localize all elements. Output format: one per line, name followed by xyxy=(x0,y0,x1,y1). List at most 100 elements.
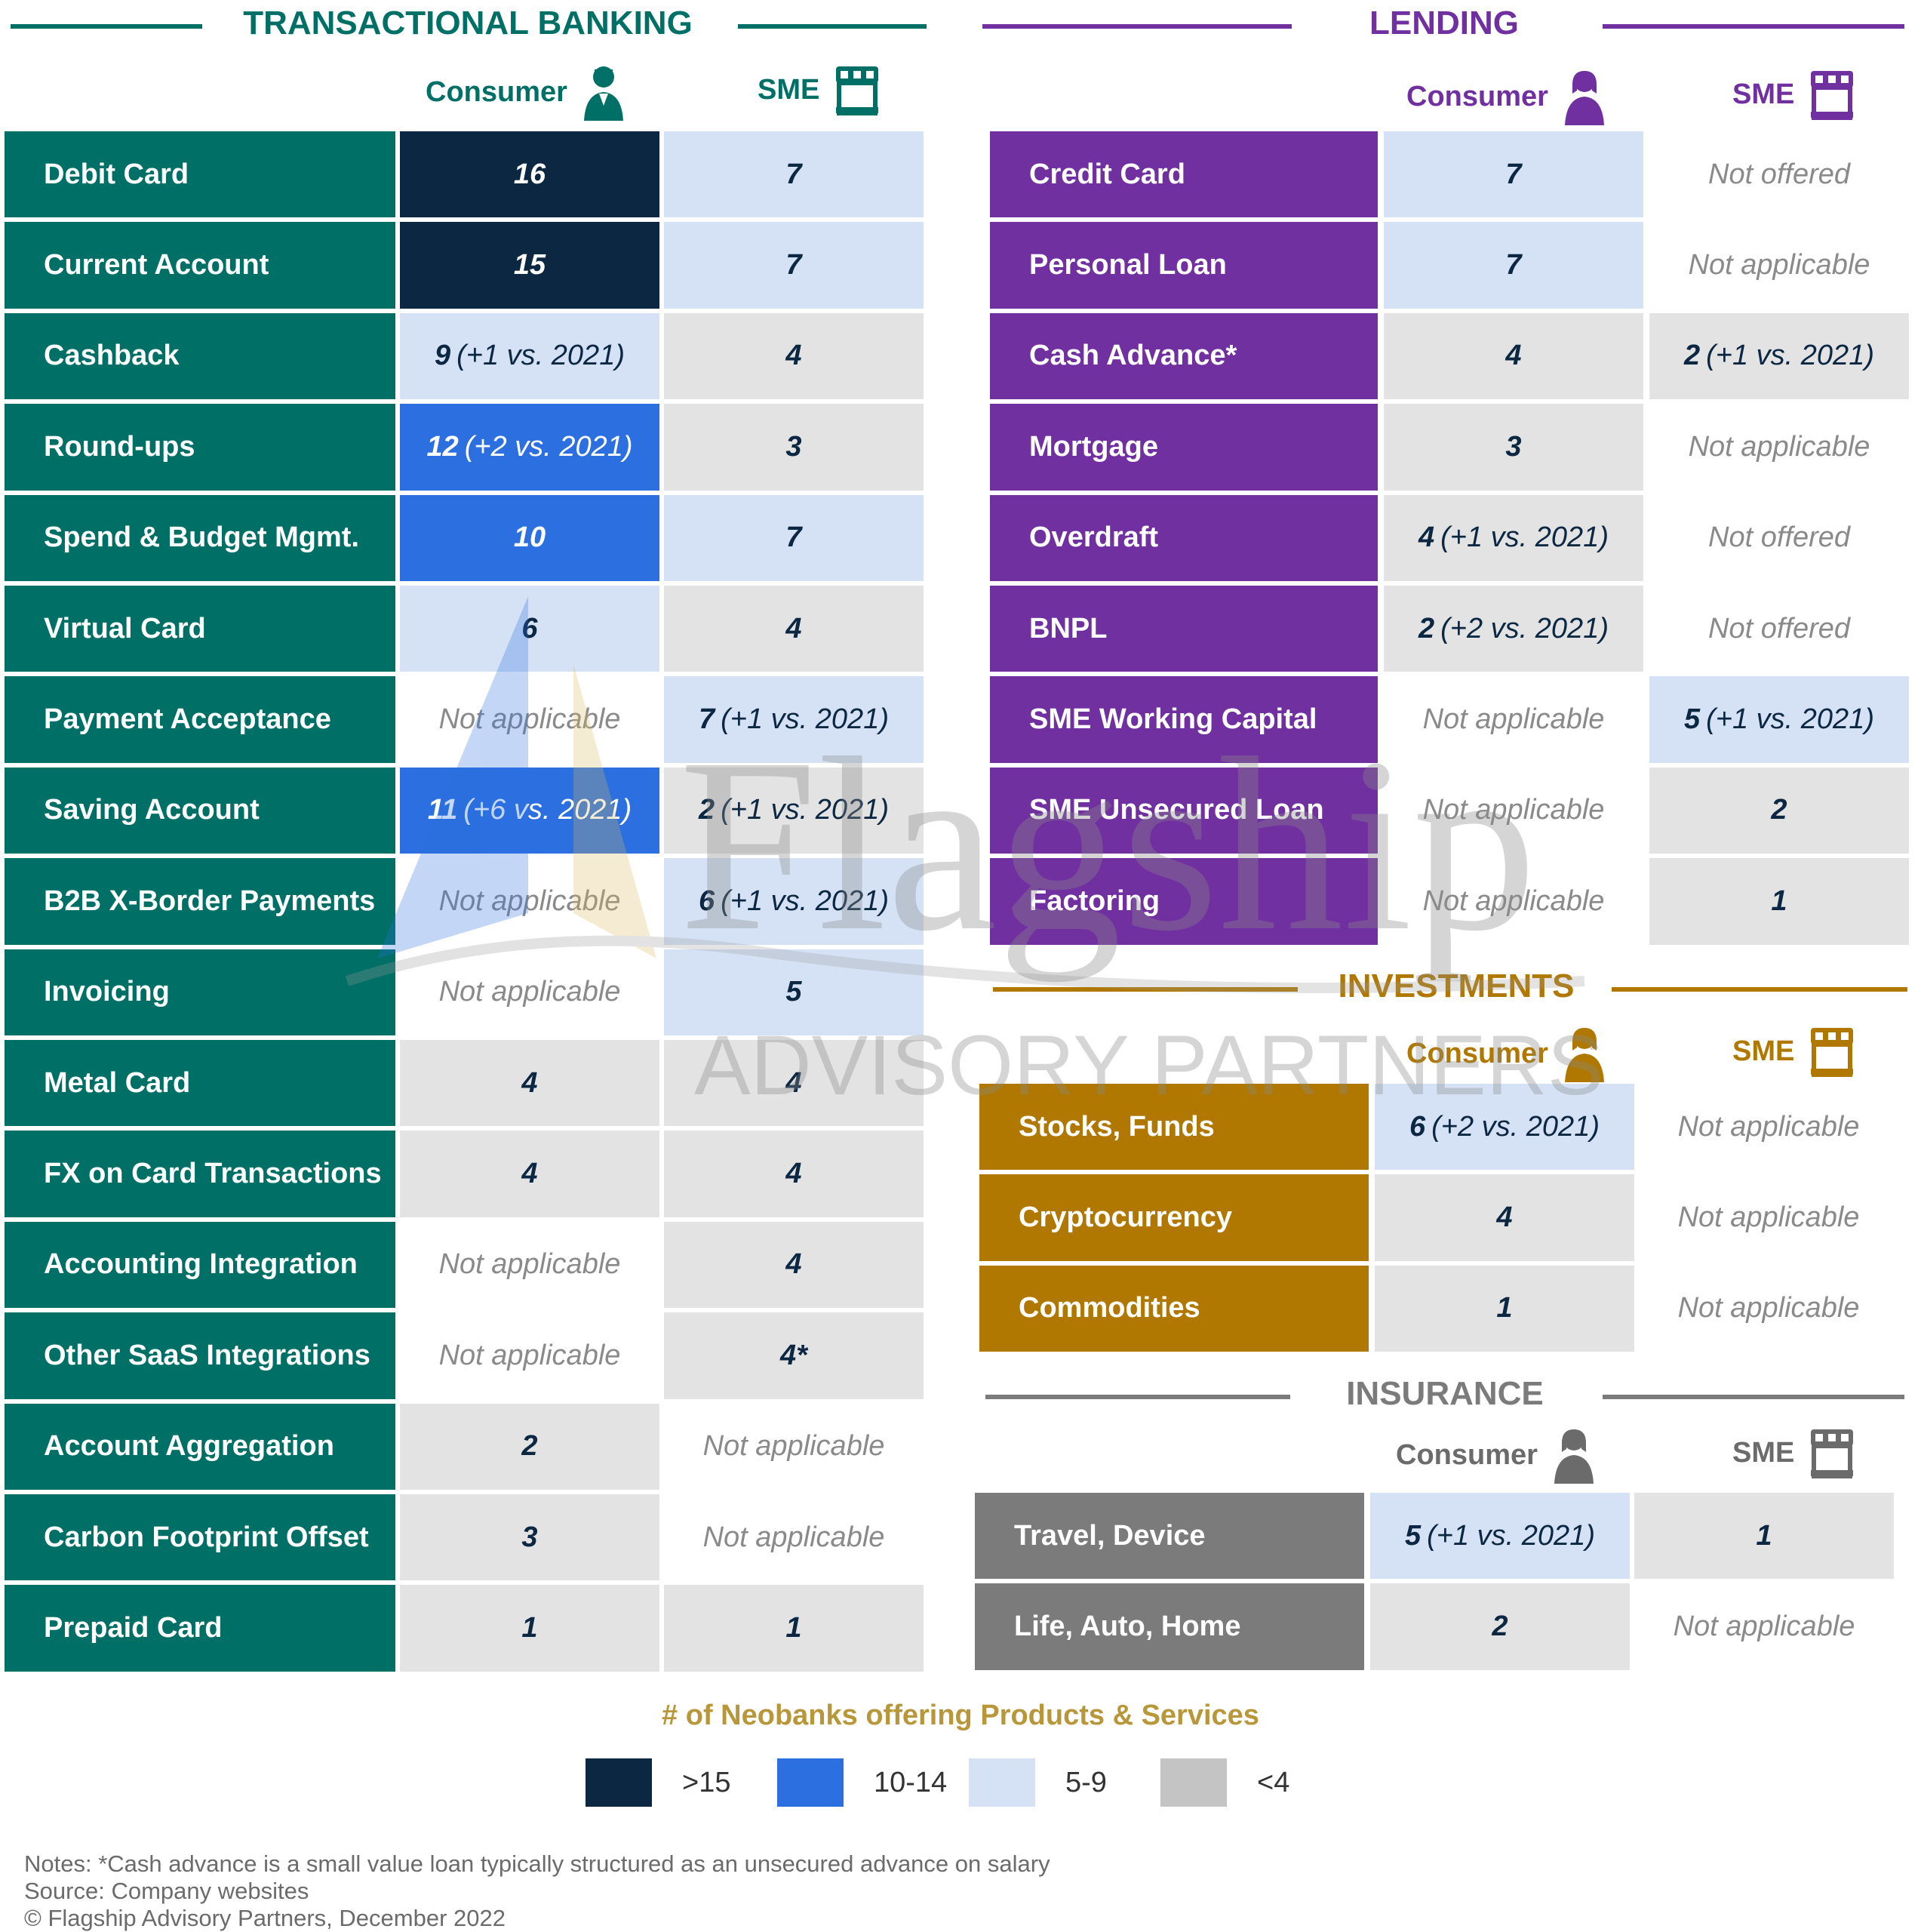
value-number: 3 xyxy=(785,430,802,463)
value-number: 2 xyxy=(1684,340,1701,372)
lending-sme-cell-personal-loan: Not applicable xyxy=(1649,222,1909,309)
not-available-text: Not applicable xyxy=(438,1339,621,1371)
legend-item-gt15: >15 xyxy=(586,1758,730,1807)
change-vs-2021: (+1 vs. 2021) xyxy=(721,884,889,917)
transactional-consumer-cell-b2b-x-border-payments: Not applicable xyxy=(400,858,659,945)
lending-row-label-mortgage: Mortgage xyxy=(990,404,1378,491)
legend-swatch-lt4 xyxy=(1160,1758,1227,1807)
change-vs-2021: (+1 vs. 2021) xyxy=(721,794,889,826)
not-available-text: Not applicable xyxy=(1673,1611,1855,1643)
transactional-sme-cell-carbon-footprint-offset: Not applicable xyxy=(664,1494,924,1581)
insurance-sme-label: SME xyxy=(1732,1436,1795,1469)
transactional-consumer-cell-prepaid-card: 1 xyxy=(400,1585,659,1672)
transactional-sme-cell-virtual-card: 4 xyxy=(664,586,924,672)
value-number: 7 xyxy=(1505,158,1522,190)
legend-label-gt15: >15 xyxy=(682,1766,731,1798)
transactional-row-label-carbon-footprint-offset: Carbon Footprint Offset xyxy=(5,1494,395,1581)
transactional-row-label-round-ups: Round-ups xyxy=(5,404,395,491)
lending-sme-cell-overdraft: Not offered xyxy=(1649,494,1909,581)
value-number: 1 xyxy=(1756,1519,1772,1552)
transactional-consumer-label: Consumer xyxy=(426,75,567,108)
storefront-icon xyxy=(836,66,879,115)
person-icon xyxy=(1554,1429,1594,1484)
transactional-row-label-cashback: Cashback xyxy=(5,312,395,400)
transactional-sme-cell-payment-acceptance: 7 (+1 vs. 2021) xyxy=(664,676,924,763)
transactional-consumer-cell-account-aggregation: 2 xyxy=(400,1403,659,1490)
not-available-text: Not applicable xyxy=(1677,1201,1860,1234)
investments-row-label-cryptocurrency: Cryptocurrency xyxy=(979,1174,1369,1261)
lending-consumer-header: Consumer xyxy=(1406,68,1607,125)
value-number: 6 xyxy=(521,612,538,645)
transactional-sme-cell-b2b-x-border-payments: 6 (+1 vs. 2021) xyxy=(664,858,924,945)
lending-consumer-cell-factoring: Not applicable xyxy=(1384,858,1643,945)
lending-sme-cell-mortgage: Not applicable xyxy=(1649,404,1909,491)
insurance-consumer-cell-travel-device: 5 (+1 vs. 2021) xyxy=(1370,1493,1630,1580)
lending-row-label-credit-card: Credit Card xyxy=(990,131,1378,218)
not-available-text: Not offered xyxy=(1708,521,1850,554)
not-available-text: Not applicable xyxy=(1688,249,1870,281)
lending-rule-right xyxy=(1603,24,1904,29)
legend-item-5-9: 5-9 xyxy=(969,1758,1107,1807)
transactional-row-label-invoicing: Invoicing xyxy=(5,949,395,1035)
value-number: 1 xyxy=(1496,1292,1513,1324)
not-available-text: Not applicable xyxy=(438,1248,621,1281)
legend-label-5-9: 5-9 xyxy=(1065,1766,1107,1798)
transactional-row-label-prepaid-card: Prepaid Card xyxy=(5,1585,395,1672)
value-number: 7 xyxy=(785,158,802,190)
value-number: 5 xyxy=(1684,703,1701,736)
investments-consumer-cell-stocks-funds: 6 (+2 vs. 2021) xyxy=(1375,1084,1634,1171)
transactional-consumer-cell-metal-card: 4 xyxy=(400,1040,659,1127)
footnote-notes: Notes: *Cash advance is a small value lo… xyxy=(24,1850,1050,1877)
not-available-text: Not applicable xyxy=(702,1521,885,1553)
not-available-text: Not applicable xyxy=(438,976,621,1008)
transactional-consumer-cell-saving-account: 11 (+6 vs. 2021) xyxy=(400,767,659,854)
lending-row-label-personal-loan: Personal Loan xyxy=(990,222,1378,309)
value-number: 4 xyxy=(521,1158,538,1190)
investments-consumer-cell-commodities: 1 xyxy=(1375,1265,1634,1352)
value-number: 6 xyxy=(699,884,715,917)
not-available-text: Not applicable xyxy=(1422,884,1605,917)
lending-row-label-overdraft: Overdraft xyxy=(990,494,1378,581)
legend-swatch-10-14 xyxy=(777,1758,844,1807)
transactional-row-label-spend-budget-mgmt: Spend & Budget Mgmt. xyxy=(5,494,395,581)
lending-consumer-cell-bnpl: 2 (+2 vs. 2021) xyxy=(1384,586,1643,672)
value-number: 10 xyxy=(513,521,546,554)
transactional-consumer-cell-carbon-footprint-offset: 3 xyxy=(400,1494,659,1581)
value-number: 6 xyxy=(1409,1110,1426,1143)
value-number: 1 xyxy=(785,1612,802,1644)
lending-row-label-cash-advance: Cash Advance* xyxy=(990,312,1378,400)
investments-sme-cell-stocks-funds: Not applicable xyxy=(1639,1084,1898,1171)
transactional-sme-cell-debit-card: 7 xyxy=(664,131,924,218)
insurance-sme-cell-travel-device: 1 xyxy=(1634,1493,1894,1580)
insurance-sme-cell-life-auto-home: Not applicable xyxy=(1634,1583,1894,1670)
investments-rule-left xyxy=(993,987,1298,992)
value-number: 4 xyxy=(1505,340,1522,372)
lending-consumer-cell-personal-loan: 7 xyxy=(1384,222,1643,309)
lending-sme-cell-sme-working-capital: 5 (+1 vs. 2021) xyxy=(1649,676,1909,763)
investments-consumer-label: Consumer xyxy=(1406,1037,1548,1069)
transactional-title: TRANSACTIONAL BANKING xyxy=(243,5,693,42)
transactional-consumer-cell-round-ups: 12 (+2 vs. 2021) xyxy=(400,404,659,491)
not-available-text: Not offered xyxy=(1708,158,1850,190)
lending-sme-cell-cash-advance: 2 (+1 vs. 2021) xyxy=(1649,312,1909,400)
value-number: 4 xyxy=(785,1158,802,1190)
change-vs-2021: (+2 vs. 2021) xyxy=(1440,612,1609,645)
transactional-consumer-cell-other-saas-integrations: Not applicable xyxy=(400,1312,659,1399)
value-number: 4 xyxy=(785,1066,802,1099)
not-available-text: Not offered xyxy=(1708,612,1850,645)
investments-consumer-cell-cryptocurrency: 4 xyxy=(1375,1174,1634,1261)
transactional-sme-cell-fx-on-card-transactions: 4 xyxy=(664,1131,924,1217)
legend-label-lt4: <4 xyxy=(1257,1766,1290,1798)
value-number: 7 xyxy=(1505,249,1522,281)
legend-swatch-5-9 xyxy=(969,1758,1035,1807)
lending-consumer-cell-sme-unsecured-loan: Not applicable xyxy=(1384,767,1643,854)
insurance-consumer-cell-life-auto-home: 2 xyxy=(1370,1583,1630,1670)
transactional-sme-cell-invoicing: 5 xyxy=(664,949,924,1035)
not-available-text: Not applicable xyxy=(1677,1110,1860,1143)
investments-sme-header: SME xyxy=(1732,1025,1856,1078)
change-vs-2021: (+1 vs. 2021) xyxy=(721,703,889,736)
transactional-row-label-virtual-card: Virtual Card xyxy=(5,586,395,672)
value-number: 1 xyxy=(1771,884,1787,917)
value-number: 12 xyxy=(426,430,459,463)
insurance-consumer-label: Consumer xyxy=(1396,1438,1538,1471)
